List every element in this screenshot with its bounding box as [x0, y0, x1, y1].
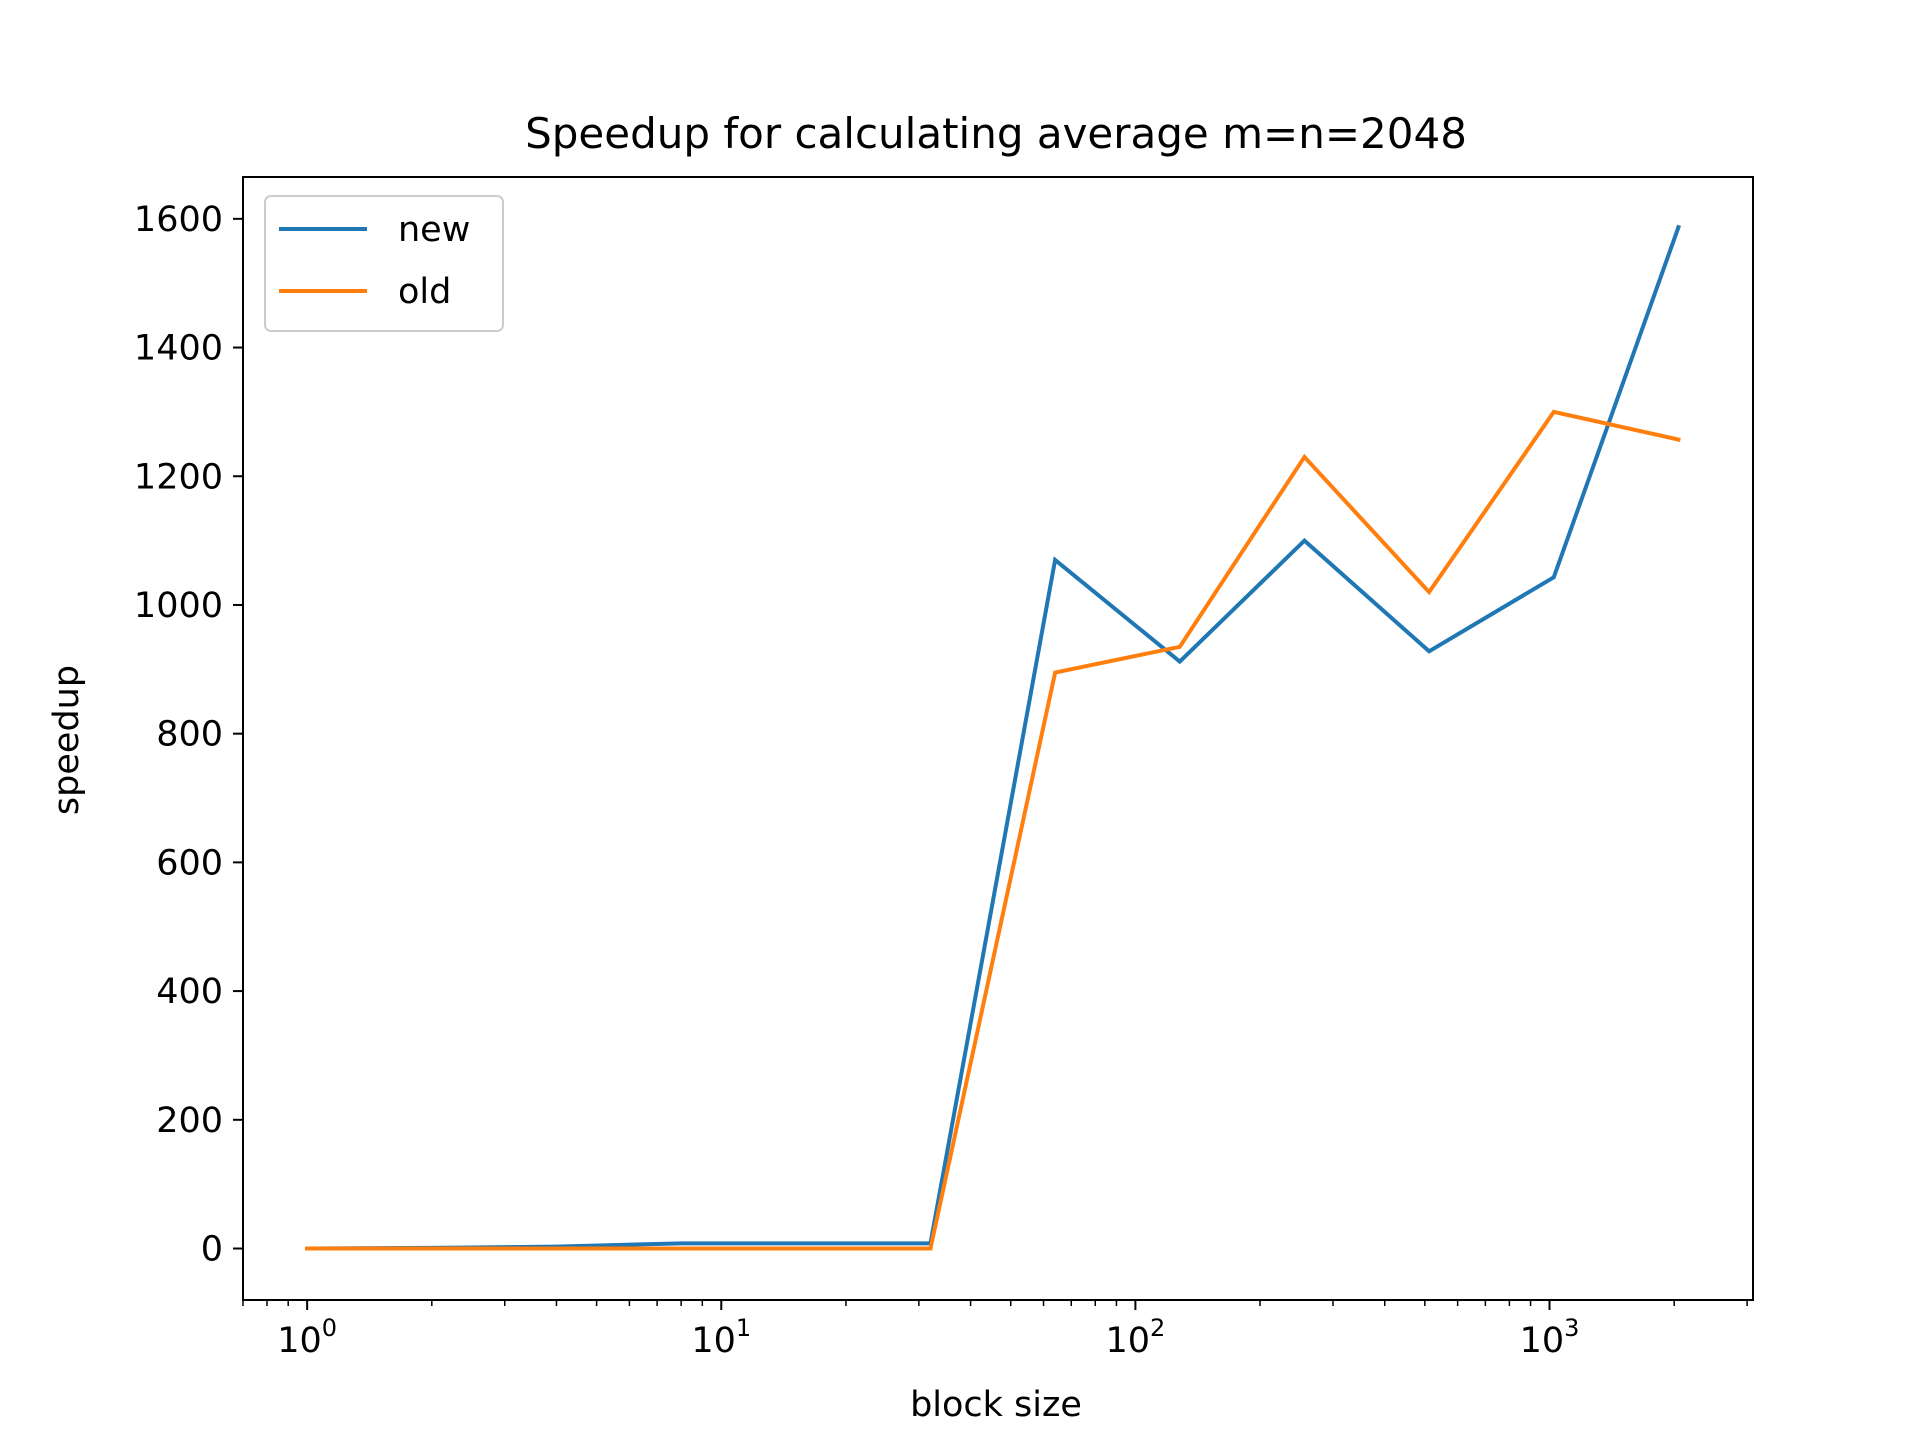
x-tick-label: 103	[1520, 1314, 1580, 1361]
y-tick-label: 800	[156, 715, 223, 755]
y-tick-label: 400	[156, 972, 223, 1012]
y-axis-label: speedup	[47, 665, 87, 815]
x-tick-label: 102	[1105, 1314, 1165, 1361]
legend-label-old: old	[398, 272, 451, 312]
x-tick-label: 101	[691, 1314, 751, 1361]
y-tick-label: 0	[201, 1230, 223, 1270]
legend-label-new: new	[398, 210, 470, 250]
chart-title: Speedup for calculating average m=n=2048	[525, 109, 1467, 158]
y-tick-label: 1200	[134, 457, 223, 497]
y-tick-label: 1000	[134, 586, 223, 626]
x-tick-label: 100	[277, 1314, 337, 1361]
axes-frame	[242, 176, 1754, 1301]
series-line-old	[305, 409, 1681, 1251]
y-tick-label: 1600	[134, 200, 223, 240]
x-axis-label: block size	[910, 1385, 1082, 1425]
y-tick-label: 1400	[134, 329, 223, 369]
y-tick-label: 600	[156, 843, 223, 883]
y-tick-label: 200	[156, 1101, 223, 1141]
plot-area: 0 200 400 600 800 1000 1200 1400 1600 100 101 102 10…	[134, 176, 1754, 1361]
legend: new old	[264, 195, 504, 332]
